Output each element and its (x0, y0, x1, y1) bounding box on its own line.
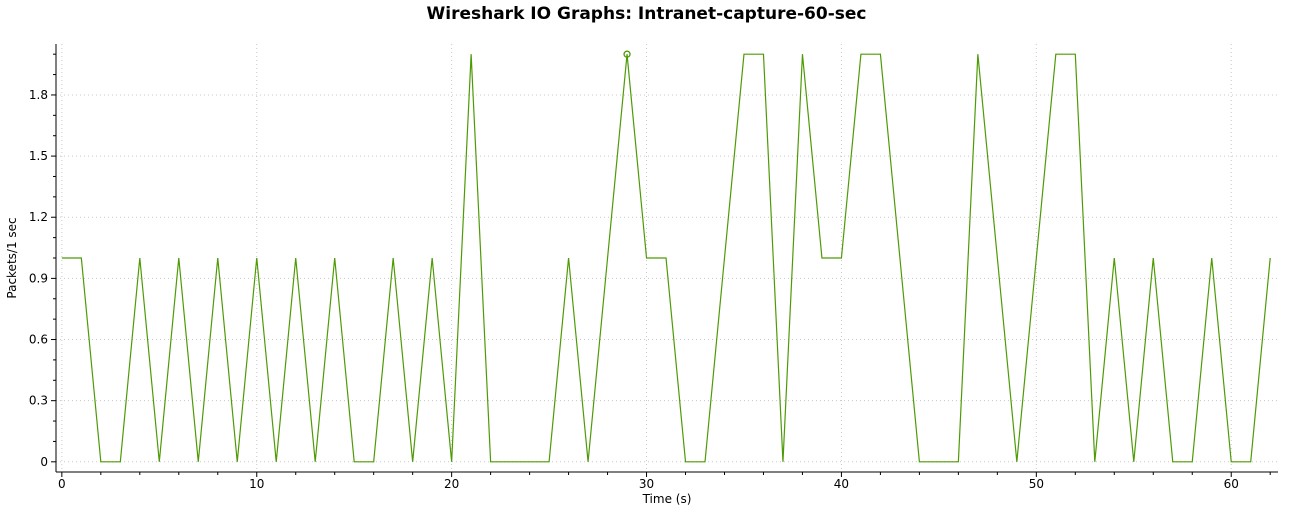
x-tick-label: 10 (249, 477, 264, 491)
x-tick-label: 0 (58, 477, 66, 491)
x-tick-label: 50 (1029, 477, 1044, 491)
selected-point-marker[interactable] (623, 50, 631, 58)
y-tick-label: 0 (40, 455, 48, 469)
y-tick-label: 0.6 (29, 333, 48, 347)
y-tick-label: 0.9 (29, 271, 48, 285)
x-tick-label: 60 (1224, 477, 1239, 491)
x-axis-label: Time (s) (642, 492, 692, 506)
series-layer (61, 50, 1271, 463)
label-layer: Time (s) Packets/1 sec (5, 217, 691, 506)
y-tick-label: 0.3 (29, 394, 48, 408)
y-tick-label: 1.2 (29, 210, 48, 224)
axis-layer: 0 10 20 30 40 50 60 0 0.3 0.6 0.9 1.2 1.5 1.8 (29, 44, 1278, 491)
x-tick-label: 30 (639, 477, 654, 491)
chart-title: Wireshark IO Graphs: Intranet-capture-60… (426, 4, 867, 24)
y-tick-label: 1.8 (29, 88, 48, 102)
y-axis-label: Packets/1 sec (5, 217, 19, 298)
y-tick-label: 1.5 (29, 149, 48, 163)
x-tick-label: 20 (444, 477, 459, 491)
x-tick-label: 40 (834, 477, 849, 491)
grid-layer (56, 44, 1278, 472)
